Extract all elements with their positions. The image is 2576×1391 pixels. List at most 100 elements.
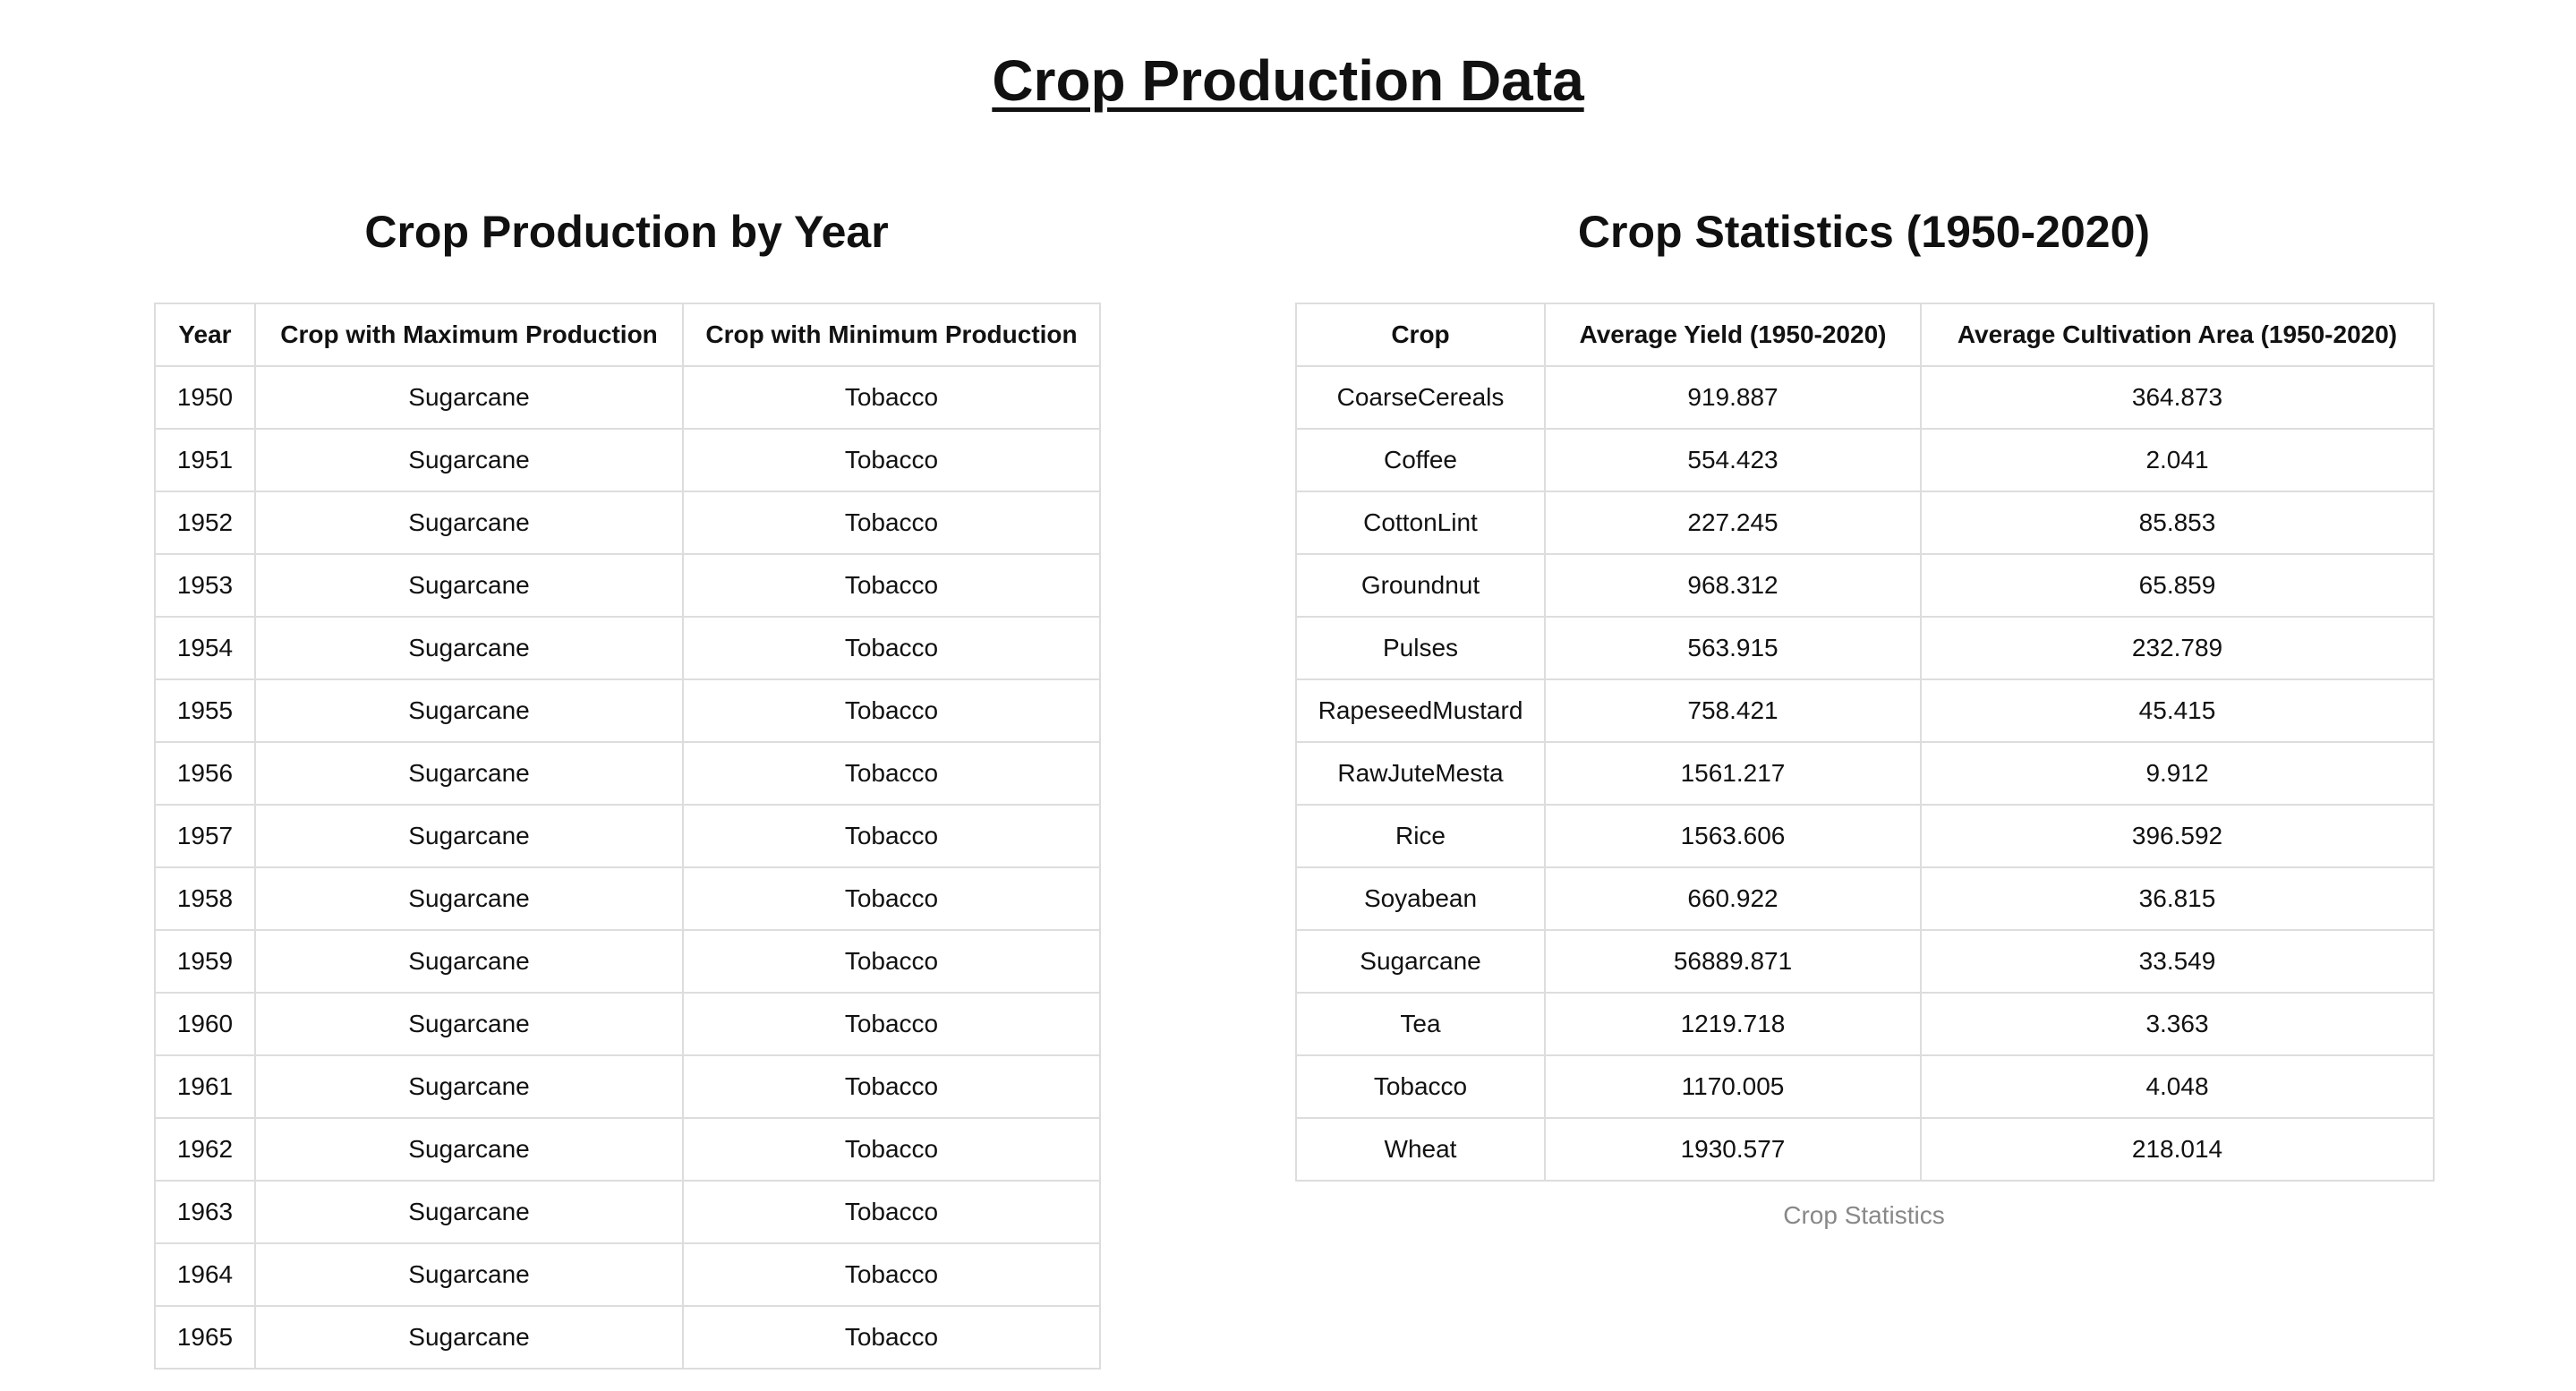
avg-yield-cell: 660.922 — [1544, 866, 1922, 931]
max-crop-cell: Sugarcane — [254, 992, 684, 1056]
avg-area-cell: 396.592 — [1920, 804, 2435, 868]
min-crop-cell: Tobacco — [682, 616, 1101, 680]
avg-area-cell: 2.041 — [1920, 428, 2435, 492]
table-row: Coffee 554.423 2.041 — [1295, 428, 2435, 492]
min-crop-cell: Tobacco — [682, 1305, 1101, 1370]
year-cell: 1955 — [154, 678, 256, 743]
table-row: 1950 Sugarcane Tobacco — [154, 365, 1101, 430]
table-row: Groundnut 968.312 65.859 — [1295, 553, 2435, 618]
min-crop-cell: Tobacco — [682, 929, 1101, 994]
stats-title: Crop Statistics (1950-2020) — [1577, 207, 2151, 257]
crop-cell: Groundnut — [1295, 553, 1546, 618]
table-row: Soyabean 660.922 36.815 — [1295, 866, 2435, 931]
avg-area-cell: 65.859 — [1920, 553, 2435, 618]
stats-header-crop: Crop — [1295, 303, 1546, 367]
max-crop-cell: Sugarcane — [254, 365, 684, 430]
avg-yield-cell: 1219.718 — [1544, 992, 1922, 1056]
min-crop-cell: Tobacco — [682, 365, 1101, 430]
avg-yield-cell: 919.887 — [1544, 365, 1922, 430]
by-year-table: Year Crop with Maximum Production Crop w… — [154, 303, 1101, 1370]
page-title: Crop Production Data — [992, 48, 1584, 113]
stats-caption: Crop Statistics — [1783, 1201, 1945, 1229]
avg-yield-cell: 1170.005 — [1544, 1054, 1922, 1119]
crop-cell: Wheat — [1295, 1117, 1546, 1182]
crop-cell: RawJuteMesta — [1295, 741, 1546, 806]
avg-area-cell: 45.415 — [1920, 678, 2435, 743]
table-row: 1955 Sugarcane Tobacco — [154, 678, 1101, 743]
min-crop-cell: Tobacco — [682, 866, 1101, 931]
crop-cell: CoarseCereals — [1295, 365, 1546, 430]
year-cell: 1959 — [154, 929, 256, 994]
max-crop-cell: Sugarcane — [254, 866, 684, 931]
year-cell: 1950 — [154, 365, 256, 430]
max-crop-cell: Sugarcane — [254, 929, 684, 994]
avg-area-cell: 4.048 — [1920, 1054, 2435, 1119]
table-row: 1951 Sugarcane Tobacco — [154, 428, 1101, 492]
crop-cell: RapeseedMustard — [1295, 678, 1546, 743]
min-crop-cell: Tobacco — [682, 553, 1101, 618]
crop-production-by-year-section: Crop Production by Year Year Crop with M… — [154, 197, 1101, 1370]
avg-area-cell: 36.815 — [1920, 866, 2435, 931]
avg-area-cell: 218.014 — [1920, 1117, 2435, 1182]
table-row: RapeseedMustard 758.421 45.415 — [1295, 678, 2435, 743]
max-crop-cell: Sugarcane — [254, 1242, 684, 1307]
crop-cell: Rice — [1295, 804, 1546, 868]
min-crop-cell: Tobacco — [682, 992, 1101, 1056]
table-row: 1953 Sugarcane Tobacco — [154, 553, 1101, 618]
avg-area-cell: 3.363 — [1920, 992, 2435, 1056]
max-crop-cell: Sugarcane — [254, 428, 684, 492]
avg-area-cell: 232.789 — [1920, 616, 2435, 680]
year-cell: 1952 — [154, 491, 256, 555]
year-cell: 1951 — [154, 428, 256, 492]
year-cell: 1961 — [154, 1054, 256, 1119]
table-row: Rice 1563.606 396.592 — [1295, 804, 2435, 868]
min-crop-cell: Tobacco — [682, 804, 1101, 868]
table-row: 1952 Sugarcane Tobacco — [154, 491, 1101, 555]
by-year-header-min-crop: Crop with Minimum Production — [682, 303, 1101, 367]
avg-area-cell: 364.873 — [1920, 365, 2435, 430]
stats-header-yield: Average Yield (1950-2020) — [1544, 303, 1922, 367]
table-row: 1956 Sugarcane Tobacco — [154, 741, 1101, 806]
max-crop-cell: Sugarcane — [254, 741, 684, 806]
min-crop-cell: Tobacco — [682, 1242, 1101, 1307]
table-row: CoarseCereals 919.887 364.873 — [1295, 365, 2435, 430]
table-row: Tobacco 1170.005 4.048 — [1295, 1054, 2435, 1119]
max-crop-cell: Sugarcane — [254, 616, 684, 680]
avg-yield-cell: 1563.606 — [1544, 804, 1922, 868]
crop-cell: Sugarcane — [1295, 929, 1546, 994]
max-crop-cell: Sugarcane — [254, 1180, 684, 1244]
year-cell: 1957 — [154, 804, 256, 868]
avg-yield-cell: 1561.217 — [1544, 741, 1922, 806]
stats-table: Crop Average Yield (1950-2020) Average C… — [1295, 303, 2435, 1182]
min-crop-cell: Tobacco — [682, 491, 1101, 555]
max-crop-cell: Sugarcane — [254, 804, 684, 868]
year-cell: 1953 — [154, 553, 256, 618]
max-crop-cell: Sugarcane — [254, 1117, 684, 1182]
avg-yield-cell: 758.421 — [1544, 678, 1922, 743]
year-cell: 1963 — [154, 1180, 256, 1244]
year-cell: 1965 — [154, 1305, 256, 1370]
min-crop-cell: Tobacco — [682, 1054, 1101, 1119]
min-crop-cell: Tobacco — [682, 678, 1101, 743]
stats-header-row: Crop Average Yield (1950-2020) Average C… — [1295, 303, 2435, 367]
year-cell: 1954 — [154, 616, 256, 680]
table-row: Tea 1219.718 3.363 — [1295, 992, 2435, 1056]
by-year-header-year: Year — [154, 303, 256, 367]
year-cell: 1956 — [154, 741, 256, 806]
avg-yield-cell: 227.245 — [1544, 491, 1922, 555]
table-row: Sugarcane 56889.871 33.549 — [1295, 929, 2435, 994]
table-row: RawJuteMesta 1561.217 9.912 — [1295, 741, 2435, 806]
avg-yield-cell: 554.423 — [1544, 428, 1922, 492]
by-year-header-row: Year Crop with Maximum Production Crop w… — [154, 303, 1101, 367]
max-crop-cell: Sugarcane — [254, 1305, 684, 1370]
avg-area-cell: 85.853 — [1920, 491, 2435, 555]
avg-yield-cell: 56889.871 — [1544, 929, 1922, 994]
year-cell: 1958 — [154, 866, 256, 931]
crop-cell: Tea — [1295, 992, 1546, 1056]
avg-yield-cell: 563.915 — [1544, 616, 1922, 680]
stats-header-area: Average Cultivation Area (1950-2020) — [1920, 303, 2435, 367]
max-crop-cell: Sugarcane — [254, 678, 684, 743]
avg-area-cell: 33.549 — [1920, 929, 2435, 994]
by-year-title: Crop Production by Year — [364, 207, 889, 257]
table-row: 1960 Sugarcane Tobacco — [154, 992, 1101, 1056]
